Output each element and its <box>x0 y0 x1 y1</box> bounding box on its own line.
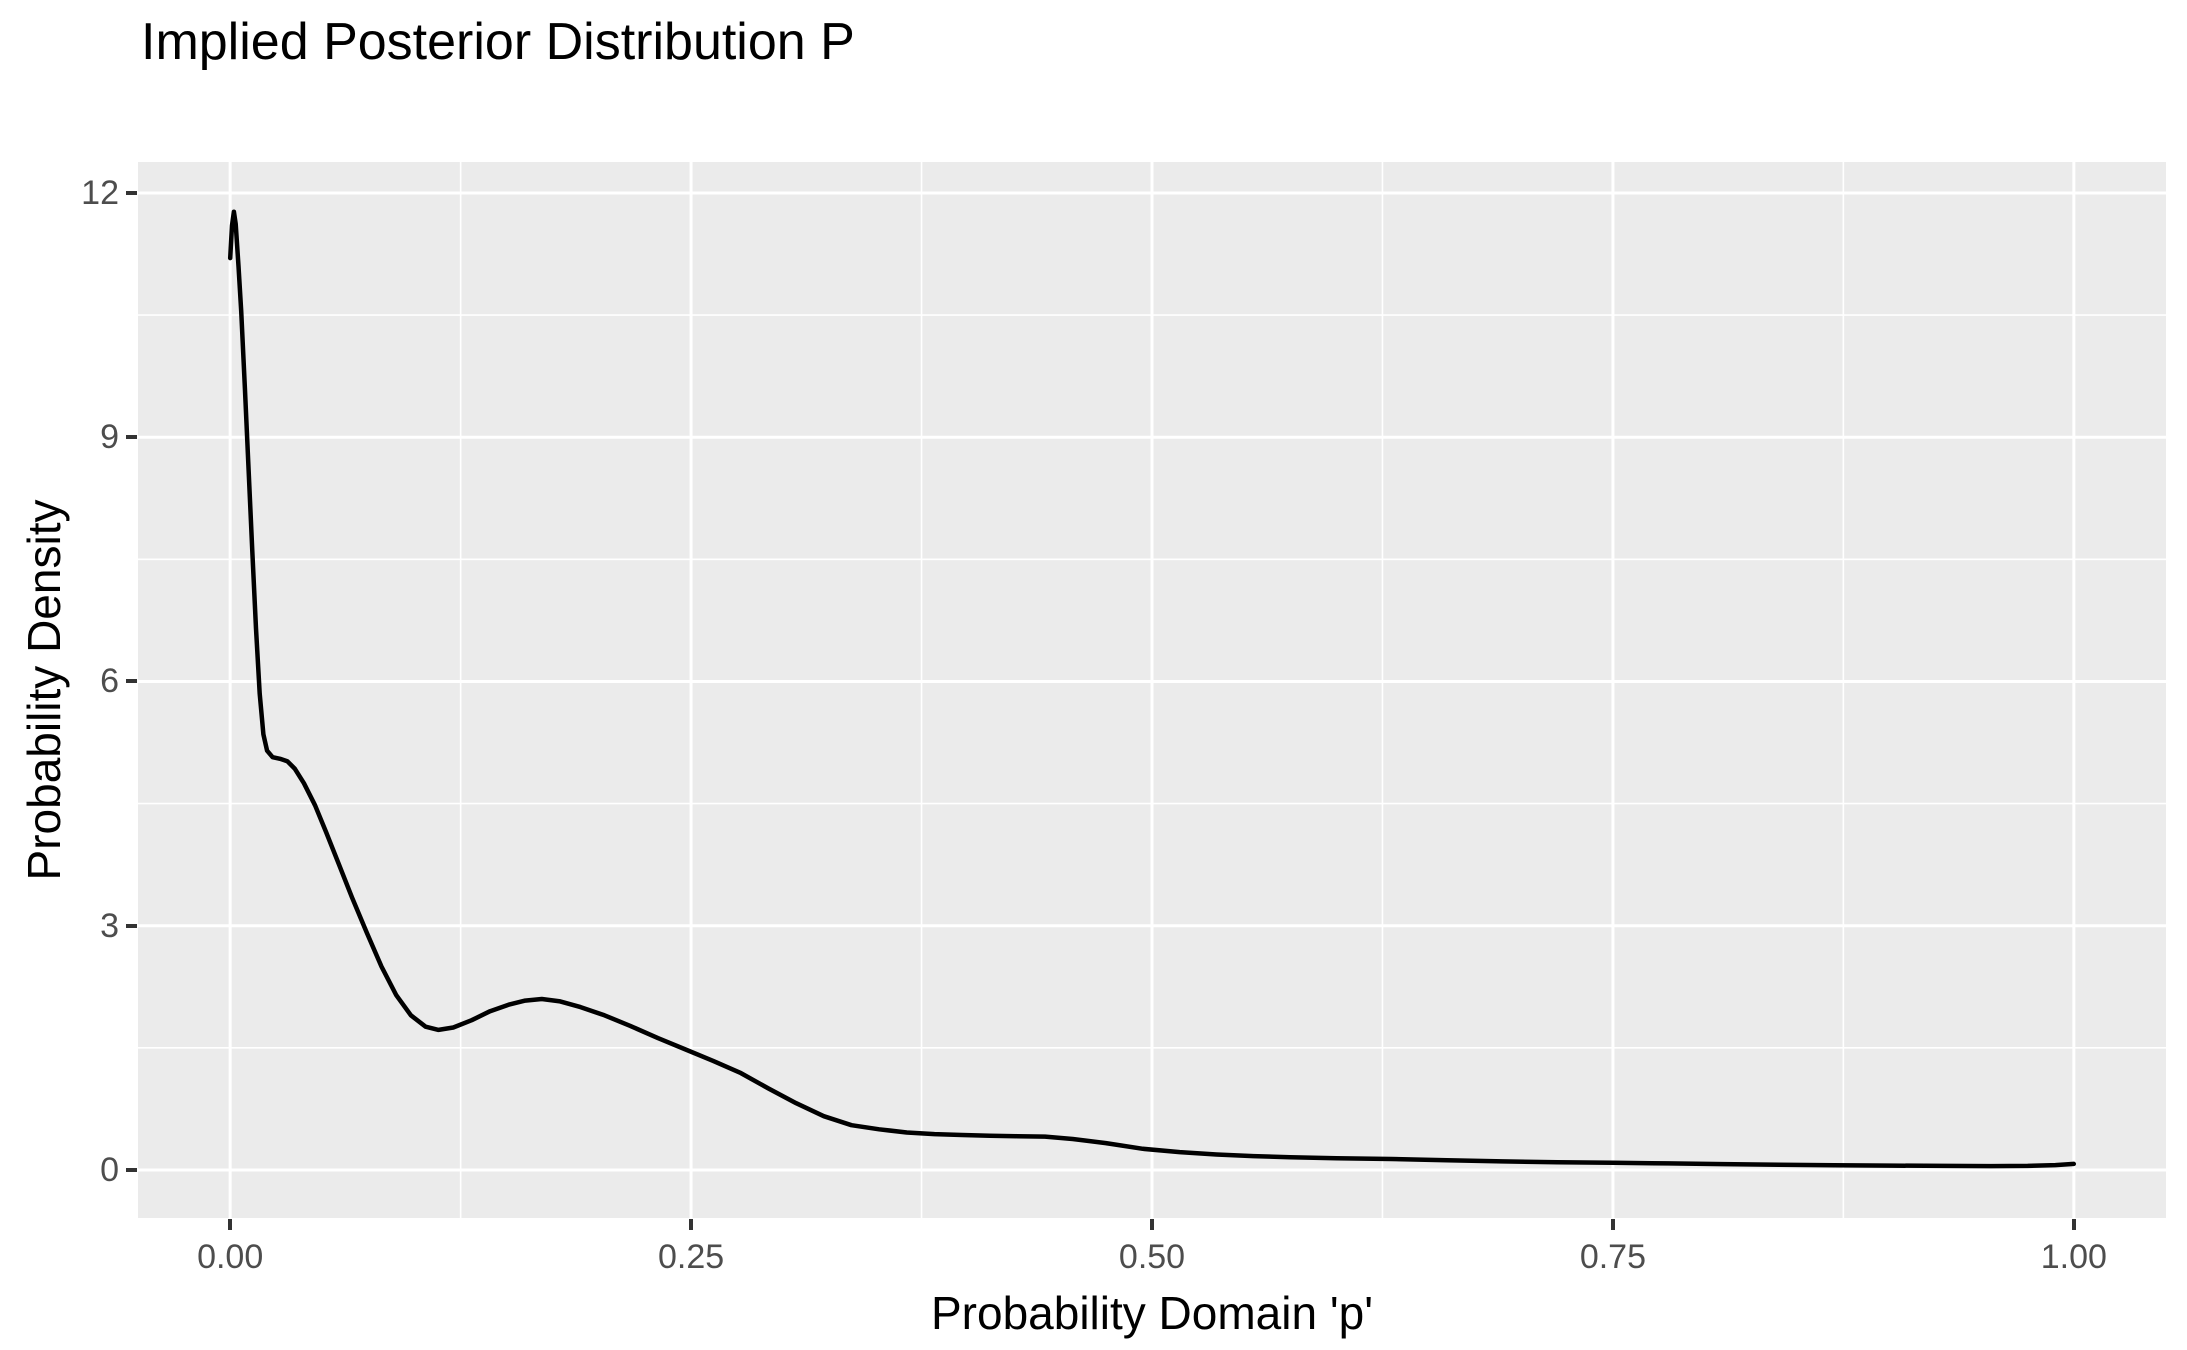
y-tick-mark <box>126 435 137 440</box>
x-tick-mark <box>2071 1219 2076 1230</box>
x-axis-title: Probability Domain 'p' <box>931 1287 1373 1339</box>
y-tick-mark <box>126 1167 137 1172</box>
y-tick-label: 6 <box>100 662 119 701</box>
y-tick-mark <box>126 190 137 195</box>
x-tick-mark <box>228 1219 233 1230</box>
x-tick-mark <box>1150 1219 1154 1230</box>
plot-panel <box>138 162 2166 1218</box>
y-tick-mark <box>126 679 137 684</box>
x-tick-label: 0.00 <box>197 1238 264 1276</box>
x-tick-mark <box>1610 1219 1615 1230</box>
y-tick-label: 12 <box>81 173 119 212</box>
y-tick-label: 3 <box>100 906 119 945</box>
x-tick-label: 1.00 <box>2040 1238 2107 1276</box>
x-tick-label: 0.75 <box>1579 1238 1646 1276</box>
x-tick-label: 0.25 <box>657 1238 725 1276</box>
x-tick-mark <box>689 1219 694 1230</box>
y-tick-label: 0 <box>100 1150 119 1189</box>
x-tick-label: 0.50 <box>1118 1238 1186 1276</box>
y-tick-mark <box>126 923 137 928</box>
density-curve-svg <box>138 162 2166 1218</box>
y-tick-label: 9 <box>100 418 119 457</box>
density-curve <box>227 209 2077 1169</box>
chart-title: Implied Posterior Distribution P <box>141 13 855 71</box>
